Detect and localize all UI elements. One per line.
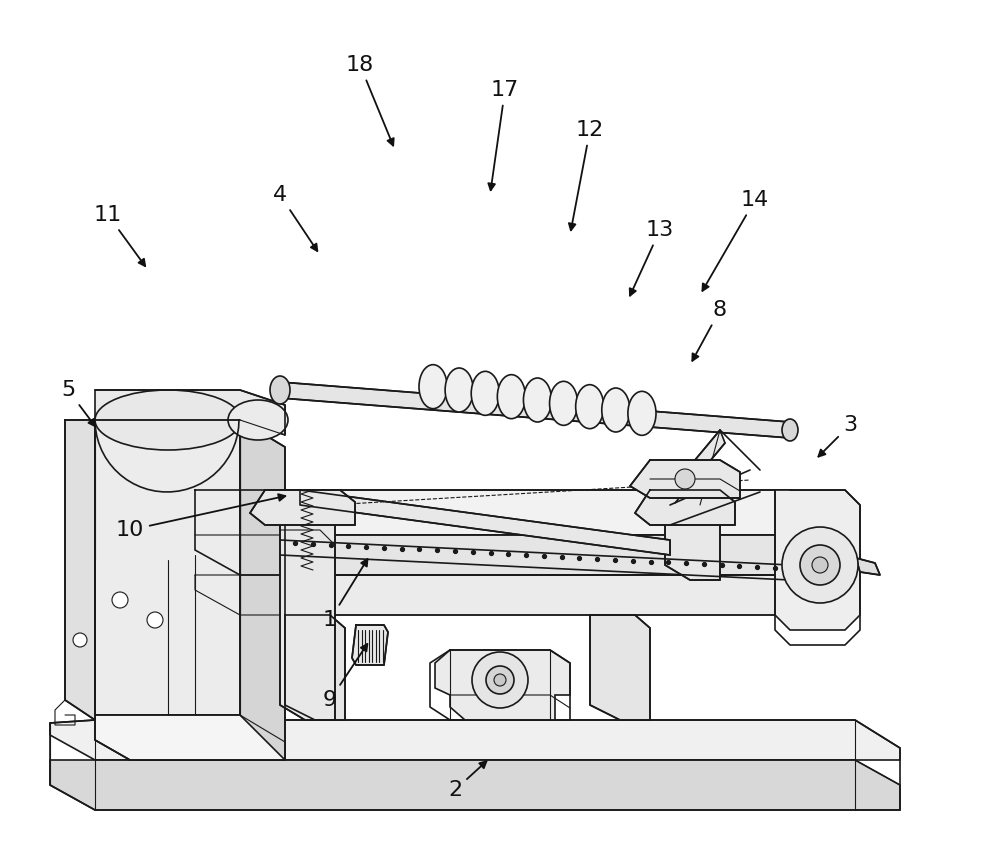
Circle shape <box>800 545 840 585</box>
Circle shape <box>494 674 506 686</box>
Ellipse shape <box>523 378 552 422</box>
Polygon shape <box>65 420 95 720</box>
Polygon shape <box>95 420 240 715</box>
Polygon shape <box>590 615 650 720</box>
Ellipse shape <box>270 376 290 404</box>
Ellipse shape <box>471 372 499 416</box>
Text: 13: 13 <box>630 220 674 295</box>
Text: 12: 12 <box>569 120 604 230</box>
Circle shape <box>472 652 528 708</box>
Circle shape <box>782 527 858 603</box>
Polygon shape <box>775 490 860 630</box>
Text: 3: 3 <box>818 415 857 456</box>
Polygon shape <box>670 430 725 503</box>
Text: 1: 1 <box>323 559 367 630</box>
Polygon shape <box>50 720 900 760</box>
Circle shape <box>675 469 695 489</box>
Polygon shape <box>95 390 285 435</box>
Text: 18: 18 <box>346 55 394 145</box>
Polygon shape <box>352 625 388 665</box>
Polygon shape <box>630 460 740 498</box>
Ellipse shape <box>445 368 473 412</box>
Polygon shape <box>635 490 735 525</box>
Text: 8: 8 <box>692 300 727 361</box>
Ellipse shape <box>497 375 525 418</box>
Polygon shape <box>435 650 570 720</box>
Polygon shape <box>300 490 670 555</box>
Polygon shape <box>95 715 285 760</box>
Ellipse shape <box>550 381 578 425</box>
Text: 9: 9 <box>323 644 367 710</box>
Polygon shape <box>240 420 285 760</box>
Text: 2: 2 <box>448 761 486 800</box>
Circle shape <box>112 592 128 608</box>
Polygon shape <box>856 558 880 575</box>
Text: 14: 14 <box>702 190 769 291</box>
Polygon shape <box>280 490 335 720</box>
Polygon shape <box>250 490 355 525</box>
Ellipse shape <box>602 388 630 432</box>
Polygon shape <box>285 615 345 720</box>
Polygon shape <box>195 490 840 535</box>
Circle shape <box>147 612 163 628</box>
Text: 10: 10 <box>116 494 285 540</box>
Text: 4: 4 <box>273 185 317 251</box>
Circle shape <box>486 666 514 694</box>
Text: 5: 5 <box>61 380 95 426</box>
Ellipse shape <box>95 390 241 450</box>
Ellipse shape <box>419 365 447 409</box>
Ellipse shape <box>576 385 604 429</box>
Polygon shape <box>195 535 840 575</box>
Polygon shape <box>50 760 900 810</box>
Ellipse shape <box>228 400 288 440</box>
Polygon shape <box>195 575 840 615</box>
Polygon shape <box>280 382 790 438</box>
Polygon shape <box>665 490 720 580</box>
Ellipse shape <box>628 391 656 436</box>
Text: 17: 17 <box>488 80 519 191</box>
Circle shape <box>73 633 87 647</box>
Text: 11: 11 <box>94 205 145 266</box>
Ellipse shape <box>782 419 798 441</box>
Circle shape <box>812 557 828 573</box>
